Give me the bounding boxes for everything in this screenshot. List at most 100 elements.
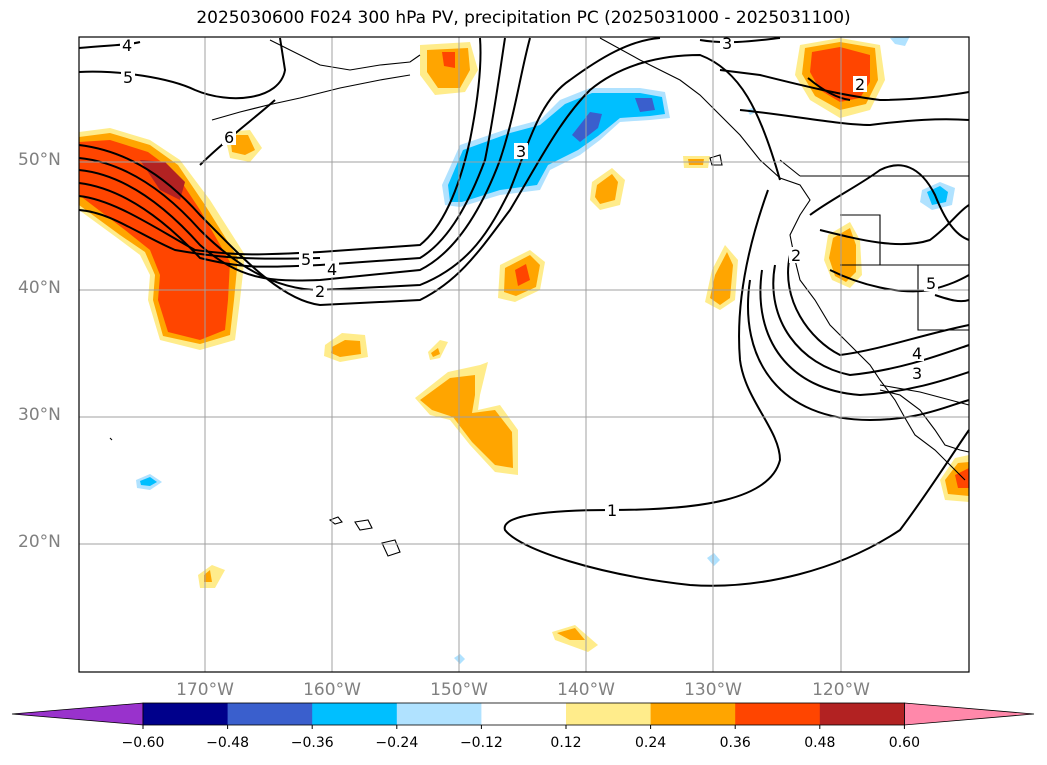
precip-positive-area [331, 340, 361, 357]
island [109, 437, 113, 441]
coastline [269, 39, 421, 71]
precip-positive-area [595, 174, 618, 204]
colorbar-tick-label: −0.60 [121, 735, 165, 751]
pv-contour-layer [78, 37, 970, 587]
contour-label: 5 [123, 68, 133, 87]
map-title: 2025030600 F024 300 hPa PV, precipitatio… [196, 8, 851, 28]
pv-contour [199, 99, 276, 166]
pv-contour [807, 77, 851, 101]
contour-label: 2 [315, 282, 325, 301]
colorbar-segment [143, 703, 229, 725]
precip-negative-area [635, 98, 655, 112]
colorbar-extend-low [11, 702, 144, 726]
contour-label: 5 [926, 274, 936, 293]
colorbar-segment [566, 703, 652, 725]
lat-label-30n: 30°N [18, 405, 61, 425]
colorbar-tick-label: −0.12 [459, 735, 503, 751]
lon-label-140w: 140°W [557, 680, 615, 700]
pv-contour [78, 37, 506, 268]
pv-contour [699, 37, 781, 44]
pv-contour [772, 264, 970, 377]
pv-contour [819, 204, 970, 246]
colorbar-segment [312, 703, 398, 725]
colorbar-tick-label: −0.36 [290, 735, 334, 751]
lon-label-160w: 160°W [303, 680, 361, 700]
pv-contour [503, 189, 970, 587]
colorbar-tick-label: 0.12 [550, 735, 582, 751]
pv-contour [747, 279, 970, 422]
lon-label-120w: 120°W [812, 680, 870, 700]
colorbar-tick-label: 0.24 [635, 735, 667, 751]
precip-positive-area [955, 468, 969, 488]
map-frame [78, 36, 970, 673]
precip-positive-area [230, 135, 255, 155]
colorbar-segment [396, 703, 482, 725]
precip-negative-area [572, 112, 602, 142]
state-line [840, 214, 969, 266]
island [328, 516, 343, 525]
contour-label: 3 [516, 142, 526, 161]
colorbar-segment [650, 703, 736, 725]
precip-negative-area [890, 36, 910, 46]
colorbar-segment [481, 703, 567, 725]
pv-contour [78, 37, 482, 256]
lat-label-50n: 50°N [18, 150, 61, 170]
precip-positive-area [198, 565, 225, 588]
contour-label: 4 [122, 36, 132, 55]
pv-contour [759, 269, 970, 397]
colorbar-segment [735, 703, 821, 725]
precip-negative-area [448, 93, 665, 202]
state-line [917, 265, 969, 331]
border-line [879, 384, 970, 406]
precip-positive-area [515, 264, 530, 286]
contour-label: 6 [224, 128, 234, 147]
lon-label-150w: 150°W [430, 680, 488, 700]
contour-label: 5 [301, 250, 311, 269]
contour-label: 4 [327, 260, 337, 279]
lat-label-20n: 20°N [18, 532, 61, 552]
island [709, 154, 723, 166]
precip-positive-area [431, 348, 440, 357]
pv-contour [719, 69, 970, 102]
colorbar-extend-high [904, 702, 1035, 726]
contour-label: 2 [791, 246, 801, 265]
colorbar-frame [142, 702, 905, 726]
coastline [879, 389, 970, 453]
pv-contour [78, 37, 287, 100]
lat-label-40n: 40°N [18, 278, 61, 298]
colorbar-tick-label: −0.24 [375, 735, 419, 751]
contour-label: 3 [722, 34, 732, 53]
contour-label: 1 [607, 501, 617, 520]
pv-contour [78, 37, 661, 292]
colorbar-tick-label: 0.36 [719, 735, 751, 751]
contour-label-layer: 4 5 6 3 3 2 5 4 2 2 5 4 3 1 [120, 34, 938, 520]
colorbar-tick-label: 0.48 [804, 735, 836, 751]
precip-positive-area [829, 228, 856, 282]
pv-contour [78, 209, 321, 260]
pv-contour [78, 37, 531, 282]
precip-fill-layer [79, 36, 969, 664]
contour-label: 3 [912, 364, 922, 383]
pv-contour [934, 294, 970, 303]
precip-positive-area [204, 570, 212, 582]
colorbar [11, 702, 1035, 729]
contour-label: 4 [912, 344, 922, 363]
pv-contour [78, 53, 781, 307]
coastline [211, 74, 411, 121]
colorbar-tick-label: −0.48 [206, 735, 250, 751]
pv-contour [787, 254, 970, 357]
colorbar-segment [227, 703, 313, 725]
precip-positive-area [710, 252, 733, 305]
colorbar-tick-label: 0.60 [888, 735, 920, 751]
island [354, 519, 373, 531]
pv-contour [739, 109, 970, 127]
precip-positive-area [420, 375, 513, 468]
lon-label-170w: 170°W [176, 680, 234, 700]
lon-label-130w: 130°W [684, 680, 742, 700]
graticule [79, 37, 969, 672]
border-line [779, 159, 801, 177]
contour-label: 2 [855, 75, 865, 94]
colorbar-segment [819, 703, 905, 725]
pv-contour [78, 41, 141, 49]
